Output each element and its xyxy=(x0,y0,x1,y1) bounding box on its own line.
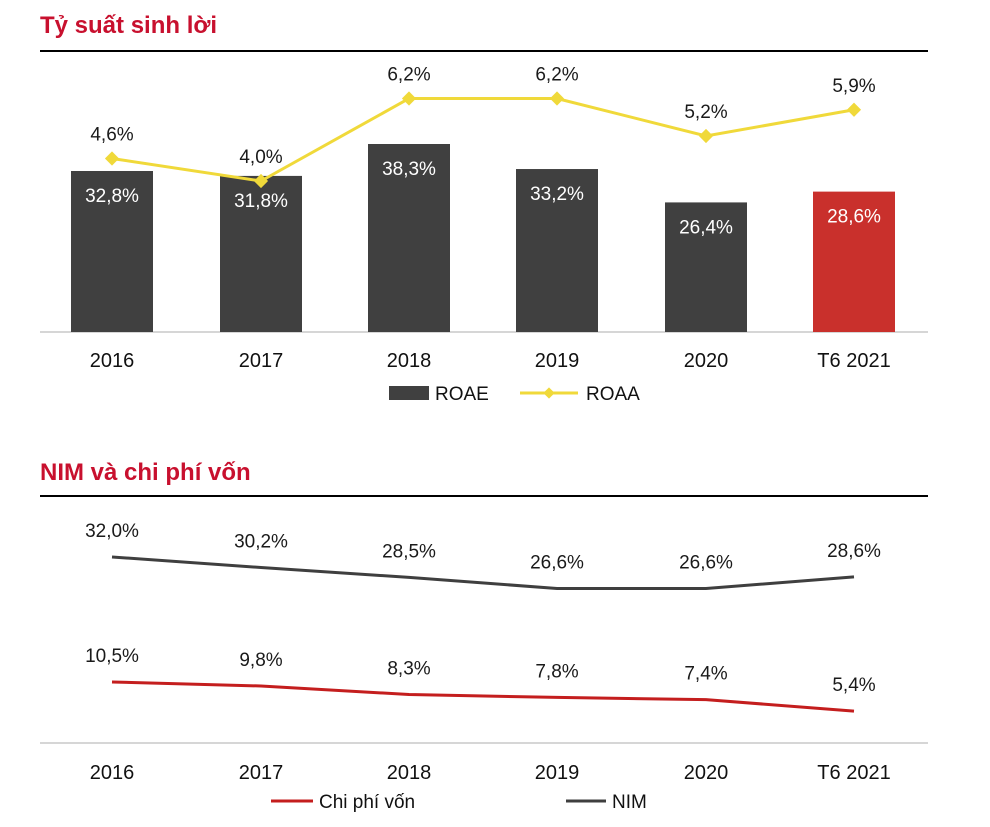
chart2-title: NIM và chi phí vốn xyxy=(40,459,251,486)
nim-point-label: 30,2% xyxy=(234,531,288,552)
roaa-point xyxy=(698,128,714,144)
cost-of-funds-point-label: 7,8% xyxy=(535,661,578,682)
cost-of-funds-line xyxy=(111,680,855,713)
legend-roaa-label: ROAA xyxy=(586,384,640,405)
roae-bar-label: 28,6% xyxy=(827,207,881,228)
cost-of-funds-point-label: 7,4% xyxy=(684,664,727,685)
roaa-line xyxy=(111,97,855,183)
roae-bar xyxy=(516,169,598,332)
chart2-x-tick-label: T6 2021 xyxy=(817,762,890,784)
roae-bar-label: 38,3% xyxy=(382,159,436,180)
roae-bar-label: 32,8% xyxy=(85,186,139,207)
chart1-x-tick-label: 2018 xyxy=(387,350,432,372)
legend-roae-swatch xyxy=(389,386,429,400)
roae-bar-label: 33,2% xyxy=(530,184,584,205)
nim-line xyxy=(111,555,855,590)
chart2-x-tick-label: 2018 xyxy=(387,762,432,784)
cost-of-funds-point-label: 8,3% xyxy=(387,659,430,680)
roae-bar xyxy=(368,144,450,332)
legend-cost-label: Chi phí vốn xyxy=(319,792,415,813)
chart1-x-tick-label: T6 2021 xyxy=(817,350,890,372)
roaa-point xyxy=(846,102,862,117)
roaa-point xyxy=(253,173,269,189)
roaa-point xyxy=(401,91,417,106)
cost-of-funds-point-label: 9,8% xyxy=(239,650,282,671)
nim-point-label: 32,0% xyxy=(85,521,139,542)
roae-bar-label: 26,4% xyxy=(679,217,733,238)
chart1-title: Tỷ suất sinh lời xyxy=(40,12,218,39)
nim-point-label: 26,6% xyxy=(530,552,584,573)
roaa-point-label: 4,0% xyxy=(239,147,282,168)
chart1-x-tick-label: 2017 xyxy=(239,350,284,372)
nim-point-label: 28,6% xyxy=(827,541,881,562)
chart1-x-tick-label: 2016 xyxy=(90,350,135,372)
chart1-x-tick-label: 2019 xyxy=(535,350,580,372)
chart2-x-tick-label: 2016 xyxy=(90,762,135,784)
roae-bar xyxy=(220,175,302,332)
legend-roaa-marker xyxy=(543,387,555,399)
cost-of-funds-point-label: 10,5% xyxy=(85,646,139,667)
chart1-title-rule xyxy=(40,50,928,52)
nim-point-label: 26,6% xyxy=(679,552,733,573)
roaa-point xyxy=(549,91,565,106)
cost-of-funds-point-label: 5,4% xyxy=(832,675,875,696)
profitability-chart: 32,8% 31,8% 38,3% 33,2% 26,4% 28,6% 4,6% 4,0% 6,… xyxy=(40,65,928,405)
chart2-x-tick-label: 2017 xyxy=(239,762,284,784)
roae-bar xyxy=(665,202,747,332)
chart2-x-tick-label: 2020 xyxy=(684,762,729,784)
chart2-title-rule xyxy=(40,495,928,497)
roaa-point-label: 6,2% xyxy=(387,65,430,86)
roaa-point-label: 6,2% xyxy=(535,65,578,86)
roae-bar-label: 31,8% xyxy=(234,191,288,212)
roaa-point-label: 4,6% xyxy=(90,125,133,146)
roaa-point-label: 5,2% xyxy=(684,102,727,123)
roaa-point-label: 5,9% xyxy=(832,76,875,97)
chart1-x-tick-label: 2020 xyxy=(684,350,729,372)
chart2-x-tick-label: 2019 xyxy=(535,762,580,784)
legend-nim-label: NIM xyxy=(612,792,647,813)
legend-roae-label: ROAE xyxy=(435,384,489,405)
roae-bar xyxy=(813,191,895,332)
roae-bar xyxy=(71,170,153,332)
nim-point-label: 28,5% xyxy=(382,541,436,562)
